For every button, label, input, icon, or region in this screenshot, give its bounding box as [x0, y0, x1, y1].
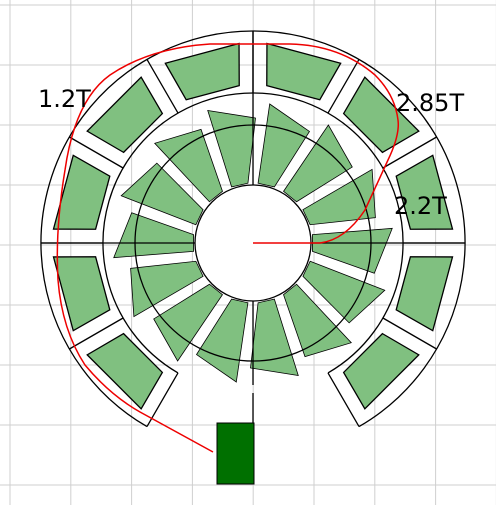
magnet	[87, 334, 162, 409]
magnet	[53, 257, 109, 331]
label: 2.85T	[396, 89, 464, 117]
label: 1.2T	[38, 85, 91, 113]
magnet	[267, 43, 341, 99]
motor-diagram: 1.2T 2.85T 2.2T	[0, 0, 496, 505]
magnet	[87, 77, 162, 152]
label: 2.2T	[394, 192, 447, 220]
magnet	[344, 334, 419, 409]
magnet	[396, 257, 452, 331]
coil-block	[217, 423, 254, 484]
magnet	[165, 43, 239, 99]
